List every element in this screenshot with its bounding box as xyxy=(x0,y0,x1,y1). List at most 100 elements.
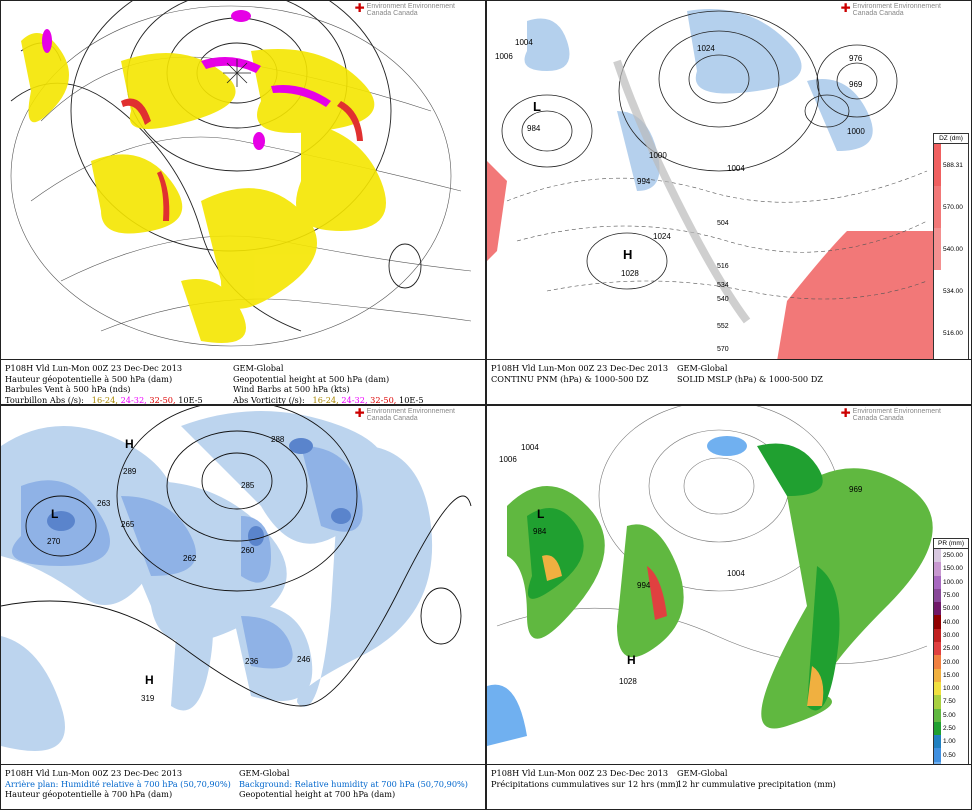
panel-500hpa-vorticity: ✚ Environment Environnement Canada Canada … xyxy=(0,0,486,405)
legend-swatch xyxy=(934,681,941,696)
caption-line: Geopotential height at 500 hPa (dam) xyxy=(233,373,390,384)
legend-swatch xyxy=(934,270,941,312)
legend-swatch xyxy=(934,575,941,589)
legend-row: 250.00 xyxy=(934,549,968,563)
legend-swatch xyxy=(934,668,941,682)
svg-text:969: 969 xyxy=(849,485,863,494)
svg-text:1000: 1000 xyxy=(847,127,865,136)
legend-row: 534.00 xyxy=(934,270,968,312)
svg-text:984: 984 xyxy=(533,527,547,536)
high-marker: H xyxy=(125,437,134,451)
high-marker: H xyxy=(627,653,636,667)
legend-swatch xyxy=(934,562,941,576)
svg-text:570: 570 xyxy=(717,346,729,353)
legend-label: 150.00 xyxy=(943,565,963,573)
panel-700hpa-humidity: 289 270 265 262 263 260 288 285 236 246 … xyxy=(0,405,486,810)
legend-label: 0.50 xyxy=(943,751,956,759)
legend-swatch xyxy=(934,186,941,228)
svg-text:1028: 1028 xyxy=(619,677,637,686)
pole-marker xyxy=(223,59,251,87)
caption-line: Arrière plan: Humidité relative à 700 hP… xyxy=(5,778,231,789)
svg-text:1004: 1004 xyxy=(515,38,533,47)
legend-label: 588.31 xyxy=(943,161,963,169)
legend-label: 50.00 xyxy=(943,605,960,613)
svg-text:976: 976 xyxy=(849,54,863,63)
legend-label: 40.00 xyxy=(943,618,960,626)
dz-legend: DZ (dm) 588.31570.00540.00534.00516.0051… xyxy=(933,133,969,403)
svg-text:1024: 1024 xyxy=(653,232,671,241)
caption-vorticity-en: Abs Vorticity (/s): 16-24, 24-32, 32-50,… xyxy=(233,394,424,405)
svg-text:504: 504 xyxy=(717,220,729,227)
env-canada-logo: ✚ Environment Environnement Canada Canada xyxy=(840,1,941,17)
thickness-warm-area xyxy=(777,231,935,362)
svg-text:1028: 1028 xyxy=(621,269,639,278)
legend-row: 570.00 xyxy=(934,186,968,228)
thickness-cold-area xyxy=(524,9,873,191)
legend-swatch xyxy=(934,549,941,563)
legend-label: 2.50 xyxy=(943,725,956,732)
high-marker: H xyxy=(145,673,154,687)
legend-label: 15.00 xyxy=(943,671,960,679)
legend-swatch xyxy=(934,655,941,669)
legend-label: 7.50 xyxy=(943,698,956,706)
svg-text:285: 285 xyxy=(241,481,255,490)
legend-label: 30.00 xyxy=(943,631,960,639)
legend-swatch xyxy=(934,588,941,603)
legend-row: 40.00 xyxy=(934,615,968,629)
legend-row: 2.50 xyxy=(934,721,968,736)
legend-row: 516.00 xyxy=(934,312,968,354)
svg-text:246: 246 xyxy=(297,655,311,664)
legend-title: DZ (dm) xyxy=(934,134,968,144)
caption-line: Barbules Vent à 500 hPa (nds) xyxy=(5,384,131,394)
precip-areas xyxy=(487,436,933,746)
env-canada-logo: ✚ Environment Environnement Canada Canada xyxy=(354,406,455,422)
legend-row: 150.00 xyxy=(934,562,968,576)
svg-text:1006: 1006 xyxy=(499,455,517,464)
svg-text:236: 236 xyxy=(245,657,259,666)
svg-text:1024: 1024 xyxy=(697,44,715,53)
legend-label: 25.00 xyxy=(943,645,960,653)
caption-valid-time: P108H Vld Lun-Mon 00Z 23 Dec-Dec 2013 xyxy=(5,363,183,373)
panel-mslp-thickness: 1006 1004 984 994 1000 1004 1024 1028 97… xyxy=(486,0,972,405)
svg-text:289: 289 xyxy=(123,467,137,476)
legend-row: 15.00 xyxy=(934,668,968,682)
legend-row: 0.50 xyxy=(934,748,968,762)
svg-text:319: 319 xyxy=(141,694,155,703)
env-canada-logo: ✚ Environment Environnement Canada Canada xyxy=(354,1,455,17)
map-700hpa-humidity: 289 270 265 262 263 260 288 285 236 246 … xyxy=(1,406,472,751)
legend-row: 5.00 xyxy=(934,708,968,722)
legend-swatch xyxy=(934,228,941,270)
svg-text:262: 262 xyxy=(183,554,197,563)
legend-row: 100.00 xyxy=(934,575,968,589)
caption-line: SOLID MSLP (hPa) & 1000-500 DZ xyxy=(677,373,823,384)
map-mslp-thickness: 1006 1004 984 994 1000 1004 1024 1028 97… xyxy=(487,9,935,362)
thickness-labels: 504 516 534 540 552 570 xyxy=(717,220,729,353)
svg-text:288: 288 xyxy=(271,435,285,444)
caption-line: Wind Barbs at 500 hPa (kts) xyxy=(233,384,350,394)
height-labels: 289 270 265 262 263 260 288 285 236 246 … xyxy=(47,435,311,703)
svg-text:516: 516 xyxy=(717,263,729,270)
legend-row: 588.31 xyxy=(934,144,968,186)
legend-swatch xyxy=(934,721,941,736)
low-marker: L xyxy=(51,507,58,521)
svg-text:1004: 1004 xyxy=(521,443,539,452)
legend-swatch xyxy=(934,312,941,354)
caption-valid-time: P108H Vld Lun-Mon 00Z 23 Dec-Dec 2013 xyxy=(491,363,669,373)
svg-text:552: 552 xyxy=(717,323,729,330)
legend-row: 25.00 xyxy=(934,642,968,656)
caption-500hpa: P108H Vld Lun-Mon 00Z 23 Dec-Dec 2013 Ha… xyxy=(1,359,485,404)
svg-text:540: 540 xyxy=(717,296,729,303)
legend-label: 100.00 xyxy=(943,578,963,586)
caption-700hpa: P108H Vld Lun-Mon 00Z 23 Dec-Dec 2013 Ar… xyxy=(1,764,485,809)
legend-label: 10.00 xyxy=(943,685,960,693)
svg-text:994: 994 xyxy=(637,581,651,590)
legend-swatch xyxy=(934,708,941,722)
legend-row: 7.50 xyxy=(934,695,968,709)
legend-row: 1.00 xyxy=(934,735,968,749)
svg-text:994: 994 xyxy=(637,177,651,186)
svg-text:969: 969 xyxy=(849,80,863,89)
caption-line: Background: Relative humidity at 700 hPa… xyxy=(239,778,469,789)
caption-line: Geopotential height at 700 hPa (dam) xyxy=(239,789,396,799)
caption-mslp: P108H Vld Lun-Mon 00Z 23 Dec-Dec 2013 CO… xyxy=(487,359,971,404)
vorticity-mid-areas xyxy=(42,10,331,150)
